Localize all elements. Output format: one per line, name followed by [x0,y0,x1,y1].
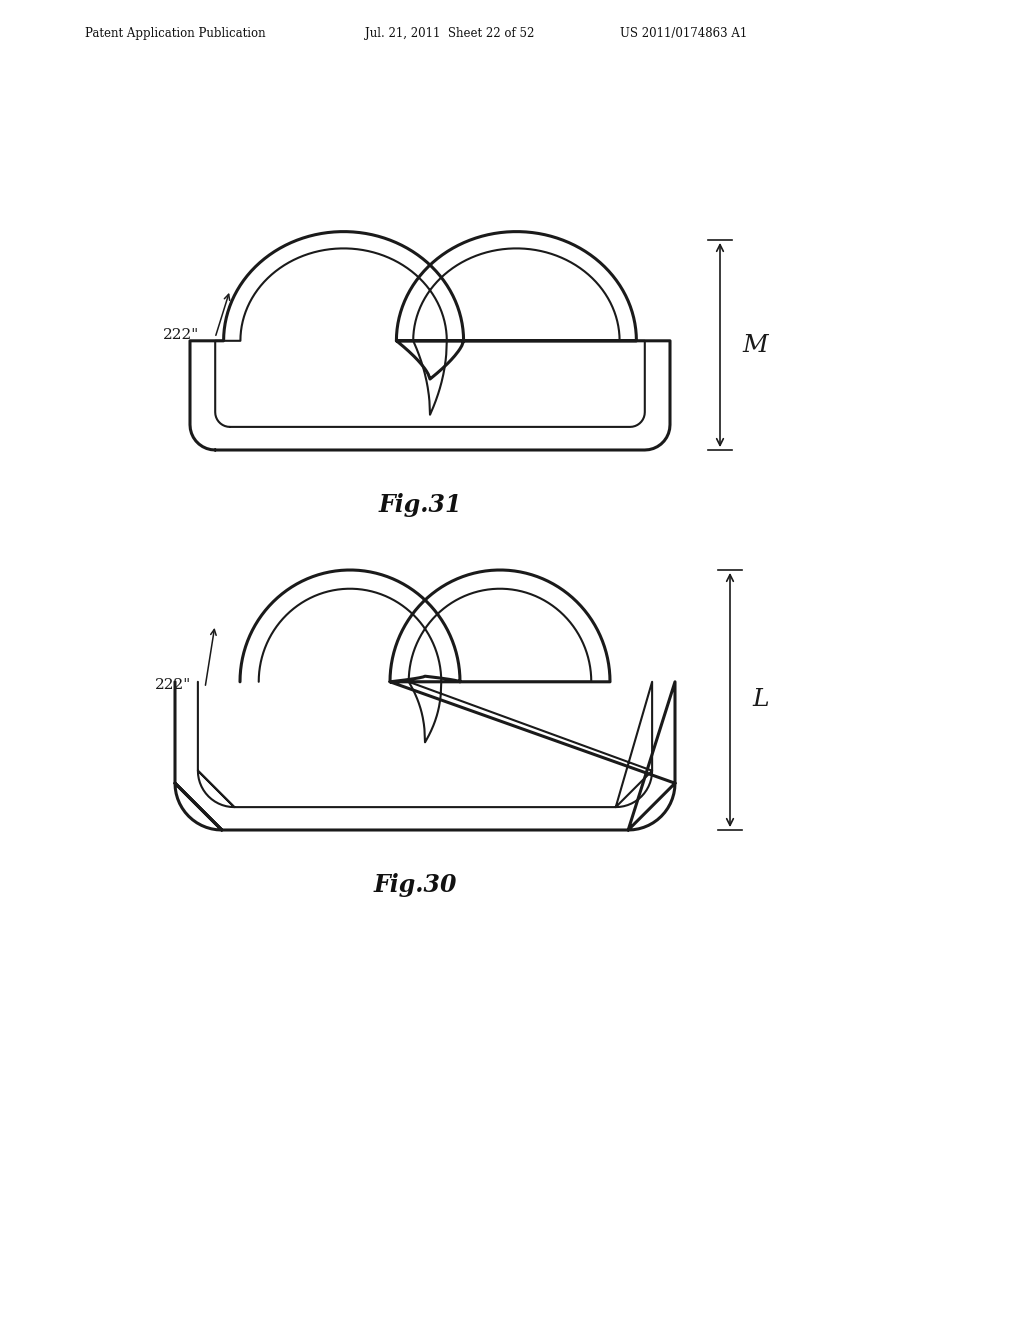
Text: 222": 222" [155,678,191,692]
Text: L: L [752,689,769,711]
Text: Patent Application Publication: Patent Application Publication [85,26,265,40]
Text: Fig.31: Fig.31 [378,492,462,517]
Text: M: M [742,334,768,356]
Text: Jul. 21, 2011  Sheet 22 of 52: Jul. 21, 2011 Sheet 22 of 52 [365,26,535,40]
Text: 222": 222" [163,327,200,342]
Text: US 2011/0174863 A1: US 2011/0174863 A1 [620,26,748,40]
Text: Fig.30: Fig.30 [374,873,457,898]
